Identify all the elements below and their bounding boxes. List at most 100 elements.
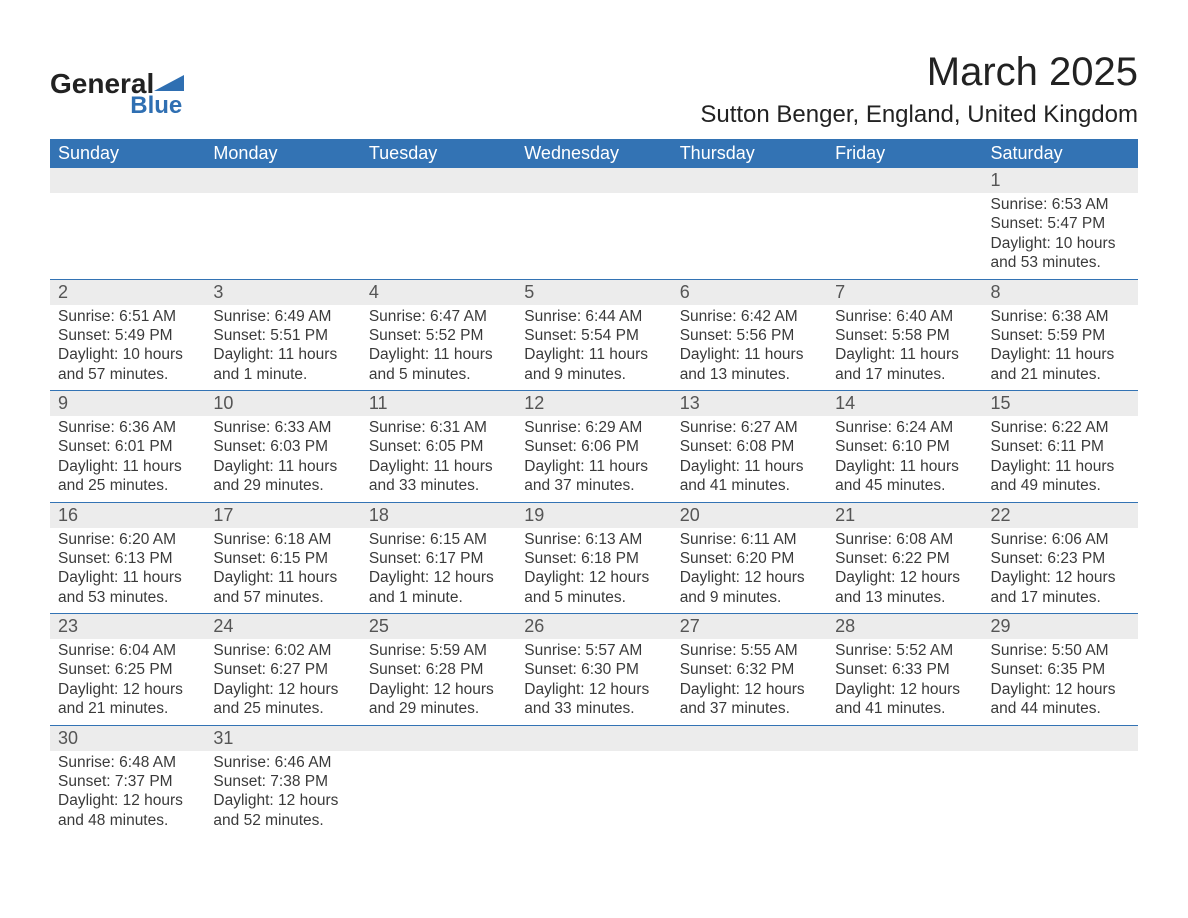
daylight-text: Daylight: 12 hours — [680, 680, 819, 699]
day-number: 7 — [827, 280, 982, 305]
daylight-text: and 1 minute. — [213, 365, 352, 384]
daylight-text: Daylight: 11 hours — [213, 457, 352, 476]
day-info: Sunrise: 6:48 AMSunset: 7:37 PMDaylight:… — [50, 751, 205, 837]
week-row: 9Sunrise: 6:36 AMSunset: 6:01 PMDaylight… — [50, 391, 1138, 503]
day-cell: . — [516, 168, 671, 279]
day-number: 30 — [50, 726, 205, 751]
day-info: Sunrise: 6:44 AMSunset: 5:54 PMDaylight:… — [516, 305, 671, 391]
daylight-text: and 13 minutes. — [835, 588, 974, 607]
day-number: . — [672, 168, 827, 193]
daylight-text: and 52 minutes. — [213, 811, 352, 830]
day-number: 9 — [50, 391, 205, 416]
day-header-row: Sunday Monday Tuesday Wednesday Thursday… — [50, 139, 1138, 168]
sunset-text: Sunset: 6:01 PM — [58, 437, 197, 456]
sunrise-text: Sunrise: 6:20 AM — [58, 530, 197, 549]
sunrise-text: Sunrise: 5:59 AM — [369, 641, 508, 660]
day-info: Sunrise: 6:18 AMSunset: 6:15 PMDaylight:… — [205, 528, 360, 614]
daylight-text: Daylight: 11 hours — [680, 345, 819, 364]
day-number: 27 — [672, 614, 827, 639]
daylight-text: and 41 minutes. — [680, 476, 819, 495]
day-cell: . — [50, 168, 205, 279]
day-cell: 1Sunrise: 6:53 AMSunset: 5:47 PMDaylight… — [983, 168, 1138, 279]
day-cell: . — [827, 168, 982, 279]
daylight-text: and 41 minutes. — [835, 699, 974, 718]
day-info: Sunrise: 5:50 AMSunset: 6:35 PMDaylight:… — [983, 639, 1138, 725]
daylight-text: Daylight: 12 hours — [213, 680, 352, 699]
brand-name: General Blue — [50, 68, 184, 118]
daylight-text: Daylight: 11 hours — [58, 457, 197, 476]
day-number: 18 — [361, 503, 516, 528]
daylight-text: and 21 minutes. — [58, 699, 197, 718]
sunrise-text: Sunrise: 6:36 AM — [58, 418, 197, 437]
sunset-text: Sunset: 6:11 PM — [991, 437, 1130, 456]
day-info — [516, 193, 671, 201]
day-number: 11 — [361, 391, 516, 416]
daylight-text: Daylight: 12 hours — [524, 568, 663, 587]
daylight-text: and 5 minutes. — [369, 365, 508, 384]
sunset-text: Sunset: 6:22 PM — [835, 549, 974, 568]
day-header-sat: Saturday — [983, 139, 1138, 168]
day-info — [361, 193, 516, 201]
daylight-text: Daylight: 12 hours — [369, 568, 508, 587]
day-cell: 25Sunrise: 5:59 AMSunset: 6:28 PMDayligh… — [361, 614, 516, 725]
sunrise-text: Sunrise: 6:08 AM — [835, 530, 974, 549]
daylight-text: Daylight: 12 hours — [58, 791, 197, 810]
day-number: . — [827, 168, 982, 193]
day-cell: . — [516, 726, 671, 837]
day-info: Sunrise: 6:02 AMSunset: 6:27 PMDaylight:… — [205, 639, 360, 725]
sunset-text: Sunset: 6:06 PM — [524, 437, 663, 456]
day-info: Sunrise: 6:36 AMSunset: 6:01 PMDaylight:… — [50, 416, 205, 502]
daylight-text: and 53 minutes. — [991, 253, 1130, 272]
sunrise-text: Sunrise: 6:49 AM — [213, 307, 352, 326]
daylight-text: Daylight: 11 hours — [369, 345, 508, 364]
sunrise-text: Sunrise: 6:33 AM — [213, 418, 352, 437]
daylight-text: and 17 minutes. — [835, 365, 974, 384]
day-header-fri: Friday — [827, 139, 982, 168]
daylight-text: and 25 minutes. — [213, 699, 352, 718]
day-number: . — [205, 168, 360, 193]
day-cell: 31Sunrise: 6:46 AMSunset: 7:38 PMDayligh… — [205, 726, 360, 837]
day-number: 21 — [827, 503, 982, 528]
daylight-text: and 1 minute. — [369, 588, 508, 607]
sunrise-text: Sunrise: 6:27 AM — [680, 418, 819, 437]
day-info: Sunrise: 5:57 AMSunset: 6:30 PMDaylight:… — [516, 639, 671, 725]
sunrise-text: Sunrise: 6:29 AM — [524, 418, 663, 437]
day-info: Sunrise: 6:51 AMSunset: 5:49 PMDaylight:… — [50, 305, 205, 391]
day-cell: . — [361, 726, 516, 837]
day-cell: 7Sunrise: 6:40 AMSunset: 5:58 PMDaylight… — [827, 280, 982, 391]
sunrise-text: Sunrise: 6:11 AM — [680, 530, 819, 549]
day-cell: 3Sunrise: 6:49 AMSunset: 5:51 PMDaylight… — [205, 280, 360, 391]
daylight-text: and 57 minutes. — [58, 365, 197, 384]
day-info: Sunrise: 6:20 AMSunset: 6:13 PMDaylight:… — [50, 528, 205, 614]
sunset-text: Sunset: 6:17 PM — [369, 549, 508, 568]
day-cell: 26Sunrise: 5:57 AMSunset: 6:30 PMDayligh… — [516, 614, 671, 725]
day-cell: . — [983, 726, 1138, 837]
day-info — [205, 193, 360, 201]
sunrise-text: Sunrise: 6:40 AM — [835, 307, 974, 326]
calendar: Sunday Monday Tuesday Wednesday Thursday… — [50, 139, 1138, 836]
sunset-text: Sunset: 6:28 PM — [369, 660, 508, 679]
sunrise-text: Sunrise: 6:53 AM — [991, 195, 1130, 214]
day-info: Sunrise: 6:04 AMSunset: 6:25 PMDaylight:… — [50, 639, 205, 725]
day-number: 23 — [50, 614, 205, 639]
day-number: . — [516, 726, 671, 751]
day-number: 19 — [516, 503, 671, 528]
day-number: 24 — [205, 614, 360, 639]
day-info: Sunrise: 5:55 AMSunset: 6:32 PMDaylight:… — [672, 639, 827, 725]
day-number: 26 — [516, 614, 671, 639]
sunset-text: Sunset: 5:58 PM — [835, 326, 974, 345]
sunset-text: Sunset: 5:54 PM — [524, 326, 663, 345]
day-info — [827, 193, 982, 201]
brand-logo: General Blue — [50, 50, 184, 118]
week-row: 16Sunrise: 6:20 AMSunset: 6:13 PMDayligh… — [50, 503, 1138, 615]
day-info: Sunrise: 6:06 AMSunset: 6:23 PMDaylight:… — [983, 528, 1138, 614]
sunrise-text: Sunrise: 6:42 AM — [680, 307, 819, 326]
day-number: 12 — [516, 391, 671, 416]
day-cell: . — [672, 168, 827, 279]
daylight-text: Daylight: 10 hours — [991, 234, 1130, 253]
day-info: Sunrise: 5:59 AMSunset: 6:28 PMDaylight:… — [361, 639, 516, 725]
daylight-text: and 29 minutes. — [369, 699, 508, 718]
day-cell: 19Sunrise: 6:13 AMSunset: 6:18 PMDayligh… — [516, 503, 671, 614]
day-info: Sunrise: 6:22 AMSunset: 6:11 PMDaylight:… — [983, 416, 1138, 502]
day-info: Sunrise: 5:52 AMSunset: 6:33 PMDaylight:… — [827, 639, 982, 725]
